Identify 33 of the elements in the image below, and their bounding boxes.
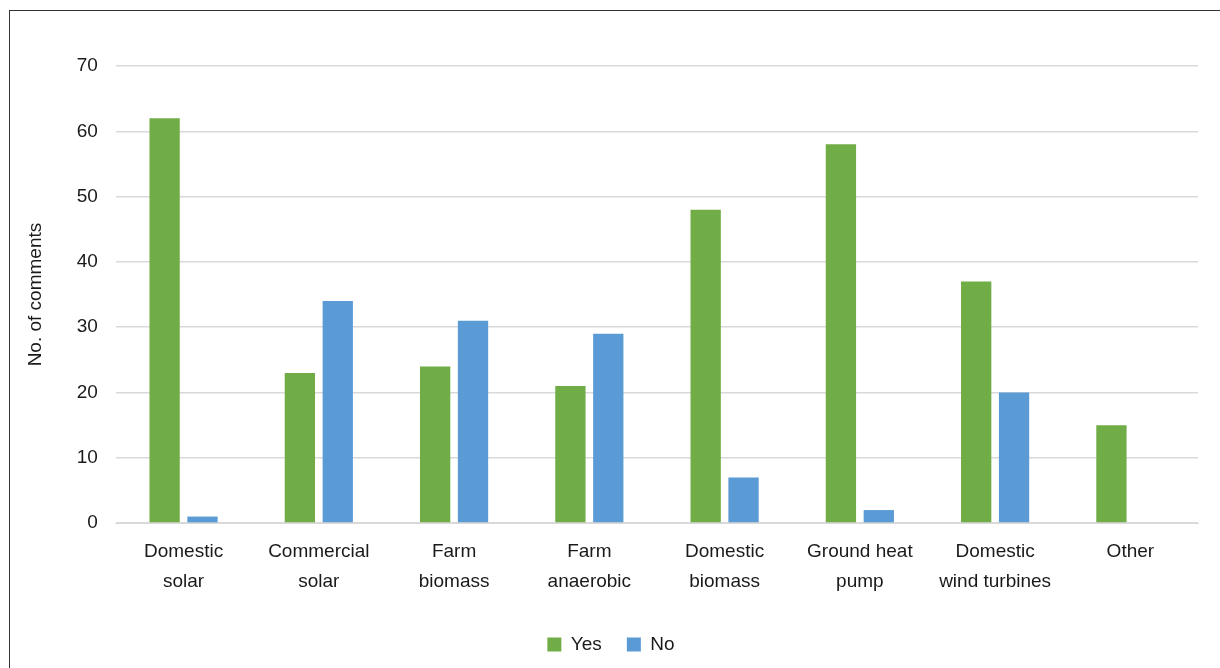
bar [419, 366, 451, 523]
y-tick-label: 10 [76, 446, 98, 468]
y-tick-label: 60 [76, 119, 98, 141]
y-tick-label: 20 [76, 380, 98, 402]
bar [322, 301, 353, 523]
y-tick-label: 30 [76, 315, 98, 337]
bar [825, 144, 857, 523]
y-tick-label: 70 [76, 54, 98, 76]
x-tick-label: Other [1106, 540, 1155, 562]
legend-label: No [650, 632, 675, 654]
bar [998, 392, 1030, 523]
bar [961, 281, 992, 523]
y-tick-label: 50 [76, 184, 98, 206]
y-tick-label: 0 [87, 511, 98, 533]
bar [1096, 425, 1127, 523]
y-tick-label: 40 [76, 250, 98, 272]
bar [284, 372, 316, 523]
bar [863, 510, 894, 523]
x-tick-label: Commercial solar [268, 540, 370, 591]
x-tick-label: Domestic wind turbines [938, 540, 1052, 591]
x-tick-label: Domestic solar [143, 540, 224, 591]
bar [728, 477, 759, 523]
bar [593, 333, 624, 523]
bar [690, 209, 721, 523]
x-tick-label: Ground heat pump [807, 540, 914, 591]
y-axis-title: No. of comments [23, 222, 45, 367]
x-tick-label: Farm anaerobic [547, 540, 632, 591]
bar [457, 320, 489, 523]
bar [149, 118, 180, 523]
x-tick-label: Farm biomass [418, 540, 490, 591]
legend-label: Yes [570, 632, 602, 654]
x-tick-label: Domestic biomass [685, 540, 765, 591]
bar [555, 385, 586, 523]
